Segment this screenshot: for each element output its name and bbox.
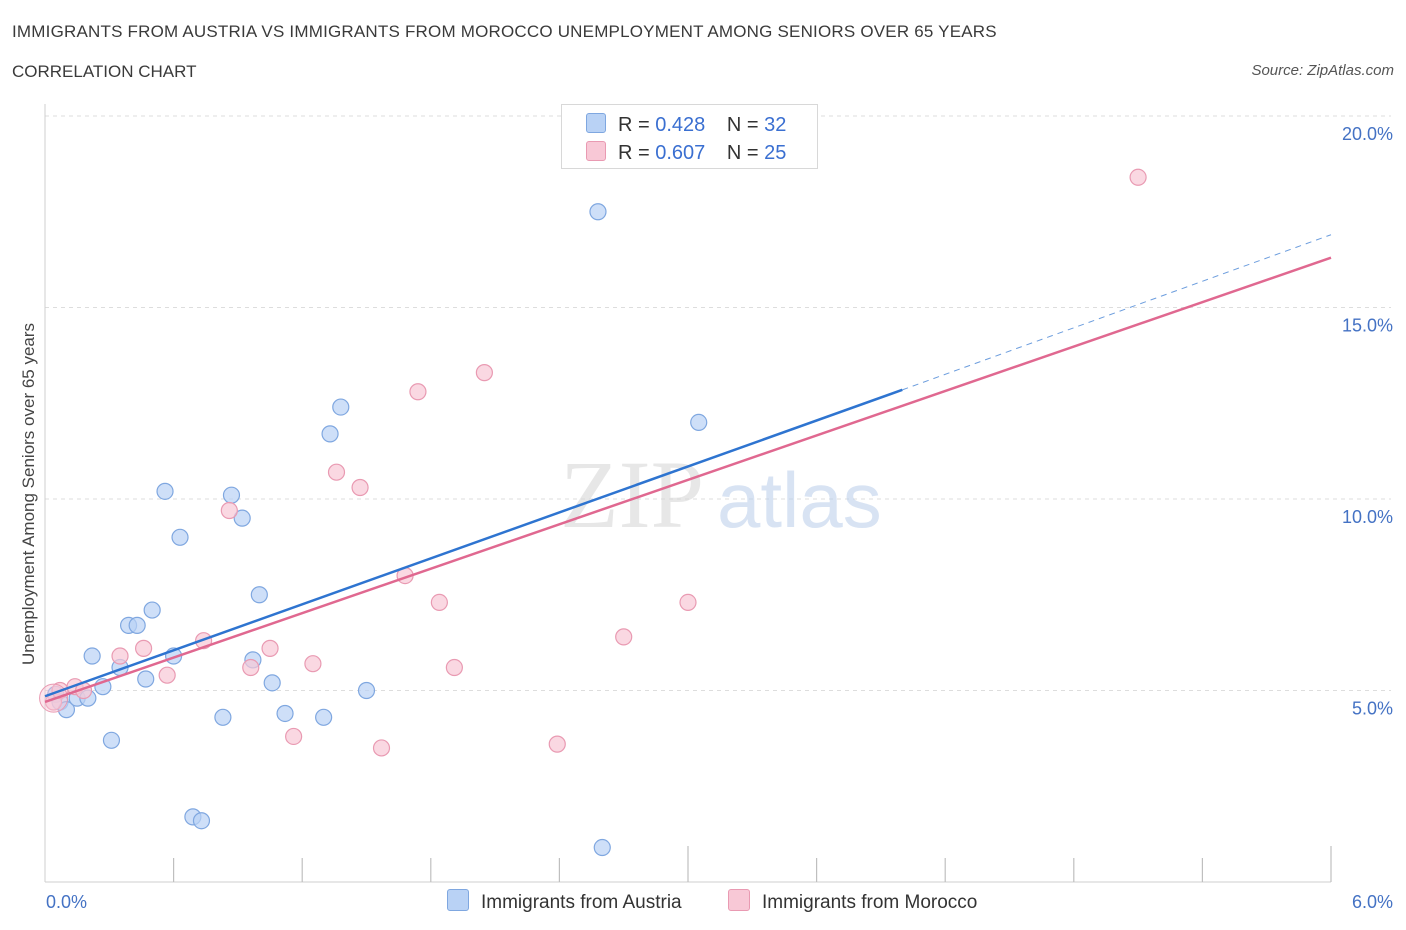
austria-point bbox=[593, 838, 611, 857]
stats-legend: R = 0.428 N = 32 R = 0.607 N = 25 bbox=[561, 104, 818, 169]
morocco-point bbox=[409, 383, 427, 401]
morocco-point bbox=[285, 727, 303, 746]
legend-row-morocco: R = 0.607 N = 25 bbox=[586, 141, 786, 165]
bottom-legend-austria-label: Immigrants from Austria bbox=[481, 892, 682, 913]
legend-r-value-austria: 0.428 bbox=[655, 114, 706, 136]
watermark-atlas: atlas bbox=[717, 456, 882, 544]
legend-r-value-morocco: 0.607 bbox=[655, 142, 706, 164]
legend-n-value-austria: 32 bbox=[764, 114, 787, 136]
austria-point bbox=[171, 528, 189, 546]
tick-labels: 5.0% 10.0% 15.0% 20.0% 0.0% 6.0% bbox=[46, 124, 1393, 912]
legend-n-value-morocco: 25 bbox=[764, 142, 787, 164]
morocco-swatch bbox=[728, 889, 750, 911]
legend-n-label: N = bbox=[726, 114, 759, 136]
morocco-point bbox=[134, 639, 153, 657]
morocco-point bbox=[548, 735, 566, 753]
y-axis-label: Unemployment Among Seniors over 65 years bbox=[19, 323, 38, 665]
morocco-point bbox=[158, 666, 176, 684]
y-tick-label: 5.0% bbox=[1352, 699, 1393, 719]
morocco-point bbox=[372, 739, 391, 757]
morocco-point bbox=[475, 364, 493, 382]
austria-point bbox=[263, 674, 281, 692]
austria-point bbox=[589, 203, 607, 221]
y-tick-label: 15.0% bbox=[1342, 316, 1393, 336]
austria-point bbox=[250, 586, 268, 604]
austria-point bbox=[222, 486, 241, 504]
trend-lines bbox=[44, 234, 1332, 704]
austria-point bbox=[233, 509, 251, 527]
morocco-point bbox=[304, 655, 322, 673]
austria-swatch bbox=[586, 113, 606, 133]
morocco-point bbox=[220, 501, 238, 520]
austria-point bbox=[57, 701, 76, 719]
chart-subtitle: CORRELATION CHART bbox=[12, 62, 197, 81]
austria-swatch bbox=[447, 889, 469, 911]
chart-title: IMMIGRANTS FROM AUSTRIA VS IMMIGRANTS FR… bbox=[12, 22, 997, 41]
x-tick-label: 0.0% bbox=[46, 892, 87, 912]
trend-line-austria bbox=[44, 388, 903, 698]
morocco-point bbox=[615, 628, 633, 646]
morocco-point bbox=[111, 647, 129, 665]
bottom-legend-austria: Immigrants from Austria bbox=[447, 889, 682, 914]
grid-lines bbox=[45, 115, 1391, 691]
bottom-legend-morocco-label: Immigrants from Morocco bbox=[762, 892, 978, 913]
trend-line-austria-extension bbox=[902, 234, 1332, 391]
austria-point bbox=[156, 482, 174, 500]
bottom-legend-morocco: Immigrants from Morocco bbox=[728, 889, 977, 914]
legend-r-label: R = bbox=[618, 114, 650, 136]
austria-point bbox=[315, 708, 333, 726]
data-points bbox=[39, 168, 1147, 857]
austria-point bbox=[332, 398, 350, 416]
morocco-point bbox=[679, 593, 697, 612]
legend-r-label: R = bbox=[618, 142, 650, 164]
trend-line-morocco bbox=[44, 256, 1332, 704]
morocco-swatch bbox=[586, 141, 606, 161]
morocco-point bbox=[327, 463, 346, 481]
morocco-point bbox=[351, 478, 369, 497]
austria-point bbox=[276, 704, 294, 723]
austria-point bbox=[102, 731, 121, 749]
morocco-point bbox=[242, 658, 260, 677]
morocco-point bbox=[261, 639, 279, 657]
morocco-point bbox=[1129, 168, 1147, 186]
y-tick-label: 20.0% bbox=[1342, 124, 1393, 144]
austria-point bbox=[690, 413, 708, 431]
legend-n-label: N = bbox=[726, 142, 759, 164]
morocco-point bbox=[445, 658, 463, 677]
austria-point bbox=[137, 670, 155, 688]
austria-point bbox=[128, 616, 146, 634]
austria-point bbox=[357, 681, 376, 700]
morocco-point bbox=[430, 593, 448, 612]
y-tick-label: 10.0% bbox=[1342, 507, 1393, 527]
watermark: ZIP atlas bbox=[560, 441, 882, 548]
source-note: Source: ZipAtlas.com bbox=[1251, 62, 1394, 79]
x-tick-label: 6.0% bbox=[1352, 892, 1393, 912]
austria-point bbox=[143, 601, 161, 619]
austria-point bbox=[321, 425, 339, 443]
austria-point bbox=[192, 812, 211, 830]
axes bbox=[44, 104, 1332, 883]
watermark-zip: ZIP bbox=[560, 441, 704, 548]
legend-row-austria: R = 0.428 N = 32 bbox=[586, 113, 786, 137]
austria-point bbox=[83, 647, 101, 665]
austria-point bbox=[214, 708, 232, 726]
